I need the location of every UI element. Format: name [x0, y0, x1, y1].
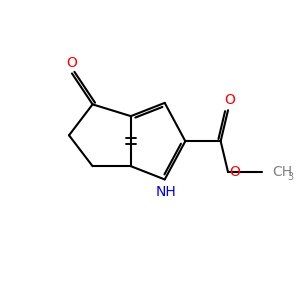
- Text: 3: 3: [287, 172, 293, 182]
- Text: NH: NH: [156, 185, 177, 199]
- Text: O: O: [67, 56, 77, 70]
- Text: O: O: [224, 93, 235, 107]
- Text: CH: CH: [272, 165, 292, 179]
- Text: O: O: [230, 165, 240, 179]
